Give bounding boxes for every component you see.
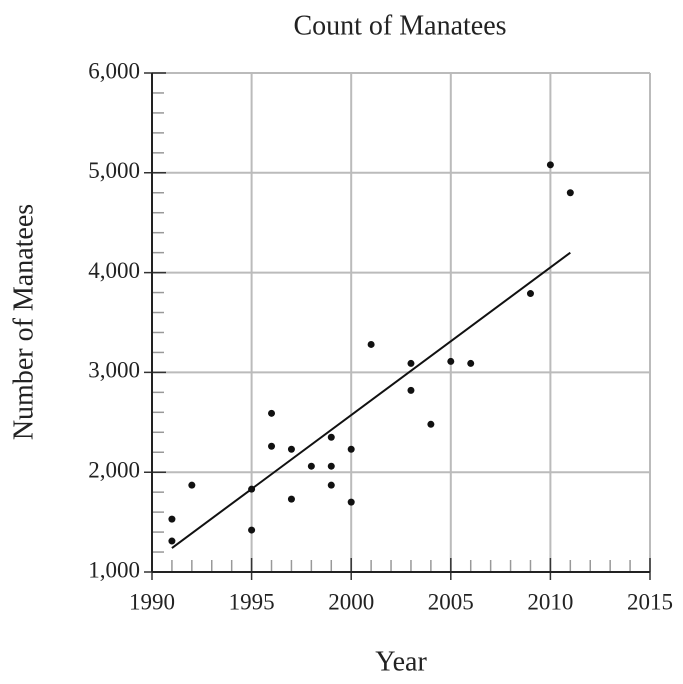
- point: [287, 445, 295, 453]
- point: [407, 386, 415, 394]
- point: [327, 462, 335, 470]
- trend-line: [171, 251, 571, 549]
- y-tick-label: 1,000: [88, 557, 140, 582]
- point: [268, 442, 276, 450]
- point: [268, 409, 276, 417]
- point: [307, 462, 315, 470]
- y-tick-label: 6,000: [88, 58, 140, 83]
- point: [347, 498, 355, 506]
- point: [287, 495, 295, 503]
- point: [427, 420, 435, 428]
- point: [327, 433, 335, 441]
- point: [526, 290, 534, 298]
- y-tick-label: 4,000: [88, 258, 140, 283]
- point: [546, 161, 554, 169]
- x-tick-label: 1995: [229, 589, 275, 614]
- y-tick-label: 3,000: [88, 358, 140, 383]
- point: [188, 481, 196, 489]
- y-tick-label: 5,000: [88, 158, 140, 183]
- point: [347, 445, 355, 453]
- point: [407, 359, 415, 367]
- point: [248, 526, 256, 534]
- x-tick-label: 1990: [129, 589, 175, 614]
- y-tick-label: 2,000: [88, 457, 140, 482]
- x-tick-label: 2005: [428, 589, 474, 614]
- point: [168, 537, 176, 545]
- point: [168, 515, 176, 523]
- x-axis-label: Year: [375, 646, 427, 677]
- chart-title: Count of Manatees: [293, 10, 506, 41]
- point: [447, 357, 455, 365]
- point: [566, 189, 574, 197]
- point: [327, 481, 335, 489]
- y-axis-label: Number of Manatees: [8, 204, 39, 440]
- point: [367, 340, 375, 348]
- x-tick-label: 2015: [627, 589, 673, 614]
- point: [467, 359, 475, 367]
- x-tick-label: 2000: [328, 589, 374, 614]
- x-tick-label: 2010: [527, 589, 573, 614]
